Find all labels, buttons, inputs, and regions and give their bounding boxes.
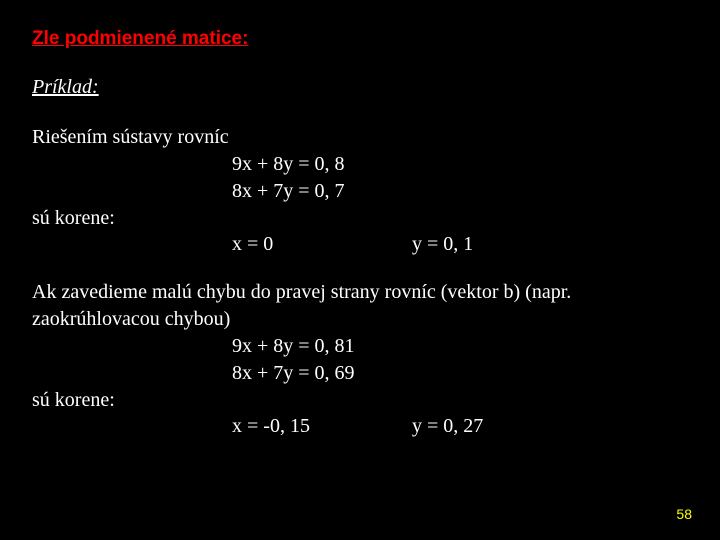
block2-roots-label: sú korene: [32,388,688,413]
block1-roots-label: sú korene: [32,206,688,231]
slide-title: Zle podmienené matice: [32,28,688,50]
block1-result-y: y = 0, 1 [412,233,473,256]
block2-result-x: x = -0, 15 [232,415,412,438]
block2-eq2: 8x + 7y = 0, 69 [32,361,688,386]
eq-text: 8x + 7y = 0, 7 [232,180,345,202]
block2-result-y: y = 0, 27 [412,415,483,438]
block1-result: x = 0 y = 0, 1 [32,233,688,256]
block2-intro-line2: zaokrúhlovacou chybou) [32,307,688,332]
block1-eq1: 9x + 8y = 0, 8 [32,152,688,177]
block2-intro-line1: Ak zavedieme malú chybu do pravej strany… [32,280,688,305]
eq-text: 9x + 8y = 0, 81 [232,335,355,357]
eq-text: 9x + 8y = 0, 8 [232,153,345,175]
eq-text: 8x + 7y = 0, 69 [232,362,355,384]
example-label: Príklad: [32,76,688,99]
block1-intro: Riešením sústavy rovníc [32,125,688,150]
block1-eq2: 8x + 7y = 0, 7 [32,179,688,204]
block2-result: x = -0, 15 y = 0, 27 [32,415,688,438]
page-number: 58 [676,506,692,522]
block1-result-x: x = 0 [232,233,412,256]
block2-eq1: 9x + 8y = 0, 81 [32,334,688,359]
